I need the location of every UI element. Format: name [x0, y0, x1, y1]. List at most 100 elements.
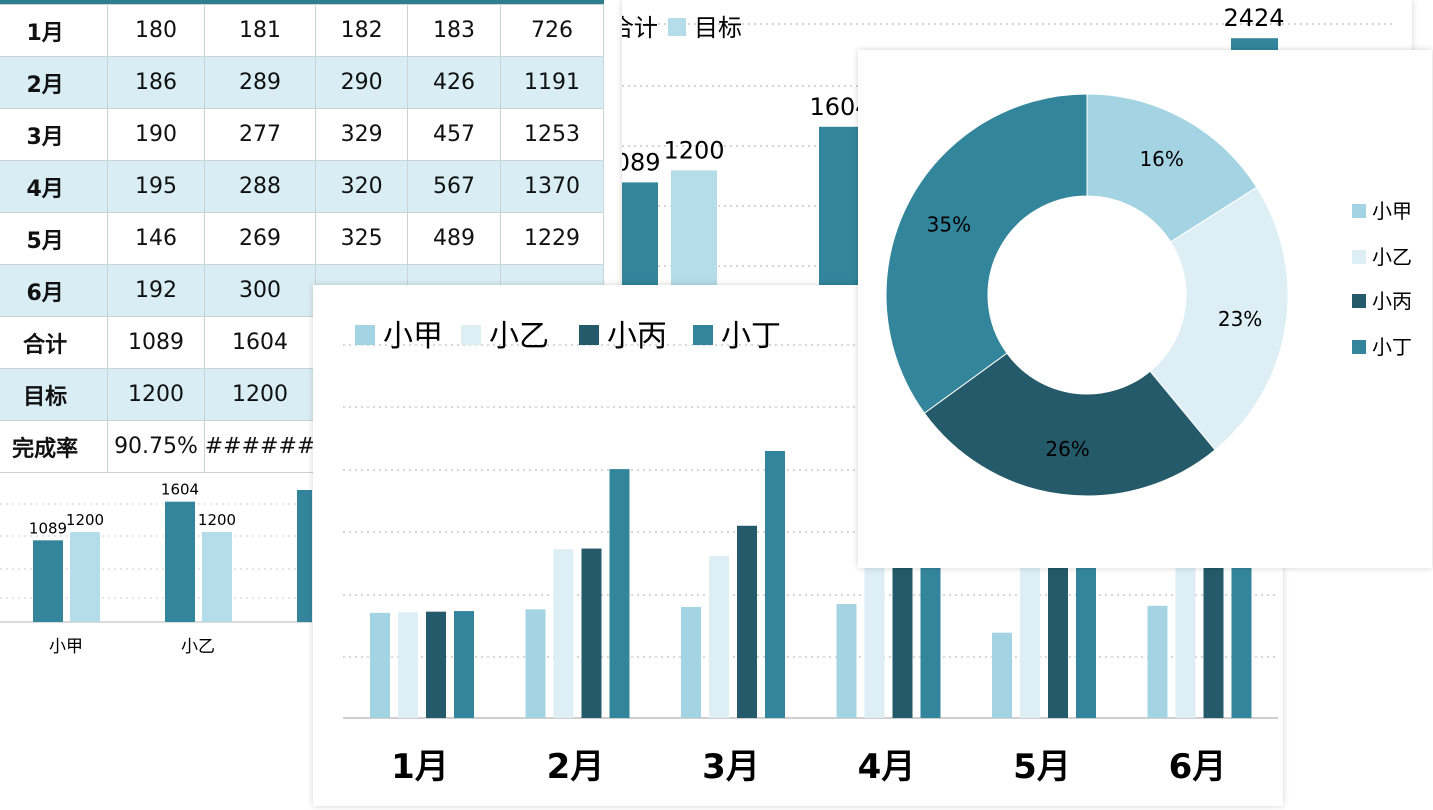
table-header-cell [500, 0, 604, 5]
x-tick-label: 1月 [391, 747, 449, 787]
table-cell: 325 [315, 212, 408, 265]
legend-swatch [668, 18, 686, 36]
table-cell: 426 [406, 56, 502, 109]
bar-小乙 [553, 549, 574, 718]
bar-小丙 [1048, 528, 1068, 718]
mini-x-tick-label: 小甲 [49, 637, 83, 657]
table-row-label: 4月 [0, 160, 109, 213]
table-header-cell [315, 0, 408, 5]
legend-swatch [579, 325, 599, 345]
data-table-panel: 1月 180 181 182 183 726 2月 186 289 290 426 1191 3月 190… [0, 0, 622, 478]
bar-小丙 [737, 525, 757, 718]
table-row-label: 目标 [0, 368, 109, 421]
table-cell: 146 [107, 212, 205, 265]
bar-小丙 [892, 531, 913, 718]
legend-label: 合计 [622, 14, 658, 42]
table-cell: 288 [203, 160, 317, 213]
bar-小丙 [581, 548, 602, 718]
donut-value-label: 16% [1139, 147, 1183, 171]
donut-value-label: 26% [1045, 437, 1089, 461]
table-cell: 182 [315, 4, 408, 57]
table-cell: 1200 [203, 368, 317, 421]
x-tick-label: 2月 [547, 747, 605, 787]
table-cell: 1191 [500, 56, 604, 109]
table-cell: 300 [203, 264, 317, 317]
table-header-cell [204, 0, 316, 5]
table-cell: 186 [107, 56, 205, 109]
table-cell: 289 [203, 56, 317, 109]
donut-slice-小丁 [885, 93, 1088, 414]
table-cell: 190 [107, 108, 205, 161]
table-cell: 726 [500, 4, 604, 57]
table-cell: 192 [107, 264, 205, 317]
bar-value-label: 1200 [663, 136, 724, 164]
table-cell: 1253 [500, 108, 604, 161]
bar-小乙 [1175, 542, 1196, 718]
table-cell: 567 [406, 160, 502, 213]
bar-小乙 [709, 556, 729, 718]
table-row-label: 合计 [0, 316, 109, 369]
table-row: 4月 195 288 320 567 1370 [0, 160, 604, 213]
table-header-cell [407, 0, 501, 5]
table-cell: 183 [406, 4, 502, 57]
table-header-cell [0, 0, 108, 5]
table-cell: 320 [315, 160, 408, 213]
mini-bar [70, 532, 100, 622]
x-tick-label: 4月 [858, 747, 916, 787]
table-cell: 457 [406, 108, 502, 161]
bar-小丁 [609, 469, 630, 718]
table-cell: ###### [203, 420, 317, 473]
table-header-cell [107, 0, 205, 5]
table-cell: 269 [203, 212, 317, 265]
table-row: 1月 180 181 182 183 726 [0, 4, 604, 57]
table-cell: 1200 [107, 368, 205, 421]
bar-小甲 [370, 612, 390, 718]
table-row-label: 1月 [0, 4, 109, 57]
donut-slice-小甲 [1086, 93, 1258, 243]
mini-bar [33, 540, 63, 622]
table-cell: 1604 [203, 316, 317, 369]
donut-legend-swatch [1352, 204, 1366, 218]
legend-label: 小乙 [489, 319, 549, 354]
legend-label: 小甲 [383, 319, 443, 354]
donut-value-label: 35% [927, 213, 971, 237]
mini-bar-value-label: 1200 [198, 511, 236, 529]
x-tick-label: 3月 [702, 747, 760, 787]
table-cell: 290 [315, 56, 408, 109]
table-cell: 181 [203, 4, 317, 57]
donut-value-label: 23% [1218, 307, 1262, 331]
bar-小甲 [1147, 605, 1168, 718]
front-chart-svg: 小甲 小乙 小丙 小丁 1月 2月 3月 4月 5月 6月 [343, 319, 1278, 787]
mini-bar-value-label: 1604 [161, 481, 199, 499]
table-row-label: 2月 [0, 56, 109, 109]
bar-小甲 [836, 604, 857, 718]
table-cell: 180 [107, 4, 205, 57]
donut-legend-swatch [1352, 250, 1366, 264]
mini-bar [165, 501, 195, 622]
legend-label: 目标 [694, 14, 742, 42]
bar-小乙 [398, 612, 418, 718]
legend-label: 小丙 [607, 319, 667, 354]
table-cell: 1089 [107, 316, 205, 369]
table-cell: 1229 [500, 212, 604, 265]
donut-legend-swatch [1352, 340, 1366, 354]
bar [608, 182, 658, 300]
table-row: 5月 146 269 325 489 1229 [0, 212, 604, 265]
table-row-label: 5月 [0, 212, 109, 265]
x-tick-label: 5月 [1013, 747, 1071, 787]
bar-小丙 [426, 611, 446, 718]
donut-legend-label: 小丙 [1372, 289, 1412, 313]
legend-label: 小丁 [721, 319, 781, 354]
mini-x-tick-label: 小乙 [181, 637, 215, 657]
mini-bar [202, 532, 232, 622]
donut-chart: 16% 23% 26% 35% 小甲 小乙 小丙 小丁 [858, 50, 1432, 568]
table-cell: 1370 [500, 160, 604, 213]
donut-legend-label: 小甲 [1372, 199, 1412, 223]
table-row-label: 3月 [0, 108, 109, 161]
legend-swatch [461, 325, 481, 345]
bar-value-label: 1089 [622, 148, 661, 176]
bar-小乙 [864, 549, 885, 718]
table-cell: 195 [107, 160, 205, 213]
